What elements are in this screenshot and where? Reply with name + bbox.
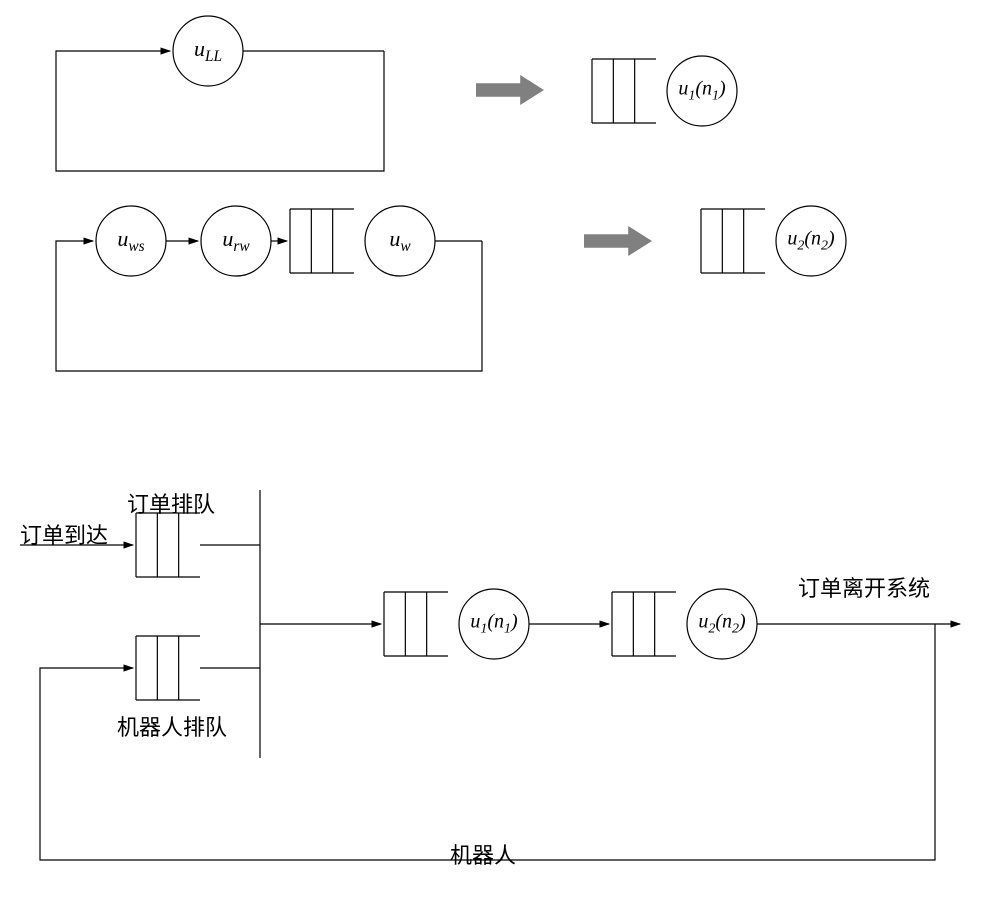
thick-arrow-2 <box>584 226 652 256</box>
label-uw: uw <box>389 226 410 256</box>
queue-top-2 <box>701 209 765 273</box>
text-order_arrive: 订单到达 <box>20 518 108 550</box>
diagram-canvas: uLLu1(n1)uwsurwuwu2(n2)u1(n1)u2(n2)订单排队订… <box>0 0 1000 903</box>
text-robot_queue: 机器人排队 <box>117 710 227 742</box>
queue-order <box>136 513 200 577</box>
label-u1n1-top: u1(n1) <box>678 78 725 105</box>
queue-mid <box>290 209 354 273</box>
queue-bot-2 <box>612 592 676 656</box>
text-order_leave: 订单离开系统 <box>798 571 930 603</box>
queue-robot <box>136 636 200 700</box>
text-robot: 机器人 <box>450 838 516 870</box>
queue-top-1 <box>592 59 656 123</box>
text-order_queue: 订单排队 <box>127 487 215 519</box>
label-uws: uws <box>117 226 144 256</box>
label-u1n1-bot: u1(n1) <box>470 611 517 638</box>
queue-bot-1 <box>384 592 448 656</box>
label-uLL: uLL <box>194 36 222 66</box>
label-urw: urw <box>222 226 249 256</box>
label-u2n2-top: u2(n2) <box>787 228 834 255</box>
diagram-svg <box>0 0 1000 903</box>
label-u2n2-bot: u2(n2) <box>698 611 745 638</box>
thick-arrow-1 <box>476 75 544 105</box>
